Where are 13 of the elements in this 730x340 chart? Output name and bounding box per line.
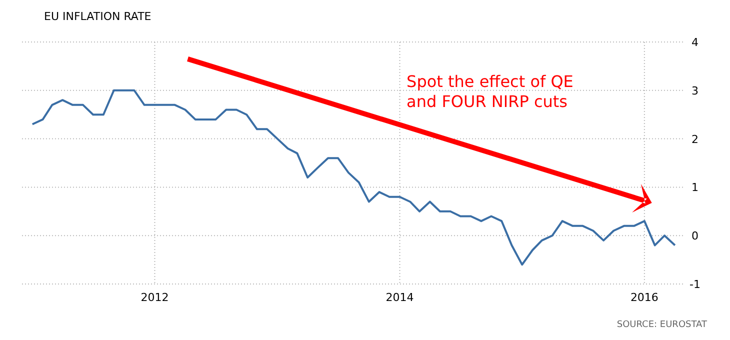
y-tick-label: 0 bbox=[692, 230, 698, 243]
y-tick-label: 2 bbox=[692, 132, 698, 146]
x-tick-label: 2012 bbox=[140, 291, 169, 304]
y-tick-label: 4 bbox=[692, 36, 698, 49]
line-series bbox=[31, 89, 676, 266]
annotation: Spot the effect of QE and FOUR NIRP cuts bbox=[406, 72, 574, 111]
source-note: SOURCE: EUROSTAT bbox=[616, 320, 708, 330]
y-tick-label: -1 bbox=[690, 278, 700, 291]
y-tick-label: 1 bbox=[692, 181, 698, 194]
x-tick-label: 2014 bbox=[386, 291, 414, 304]
y-tick-label: 3 bbox=[692, 84, 698, 98]
x-tick-label: 2016 bbox=[630, 291, 658, 304]
chart-title: EU INFLATION RATE bbox=[44, 10, 152, 23]
